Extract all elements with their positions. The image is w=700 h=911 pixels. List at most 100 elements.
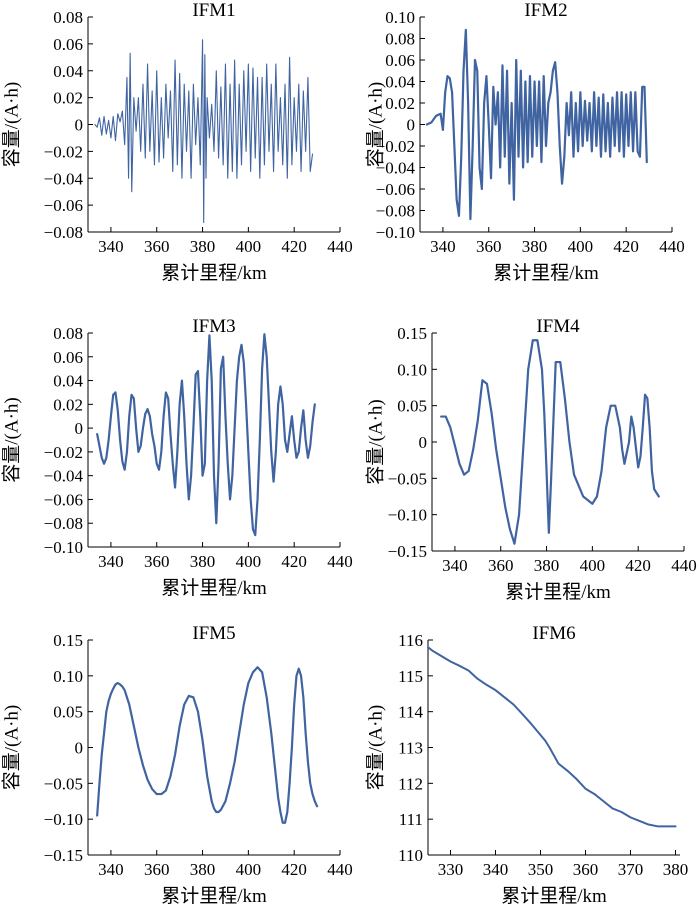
y-tick-label-m0_15: −0.15 [388, 542, 427, 561]
chart-title: IFM6 [532, 623, 575, 644]
y-axis-title: 容量/(A·h) [1, 397, 23, 482]
y-axis-title: 容量/(A·h) [1, 82, 23, 167]
x-tick-label-340: 340 [483, 860, 509, 879]
y-tick-label-m0_04: −0.04 [44, 169, 84, 188]
series-line-ifm5 [96, 666, 319, 824]
chart-title: IFM5 [192, 623, 235, 644]
y-tick-label-0_05: 0.05 [397, 397, 427, 416]
x-tick-label-360: 360 [573, 860, 599, 879]
y-tick-label-0: 0 [407, 116, 416, 135]
x-axis-title: 累计里程/km [501, 885, 607, 907]
y-tick-label-115: 115 [398, 667, 423, 686]
y-tick-label-0_15: 0.15 [397, 324, 427, 343]
x-tick-label-400: 400 [568, 237, 594, 256]
chart-ifm4: 340 360 380 400 420 440 0.15 0.10 0.05 0 −0.05 −0.1… [365, 316, 697, 603]
x-tick-label-400: 400 [580, 556, 606, 575]
y-tick-label-110: 110 [398, 846, 423, 865]
y-tick-label-0_02: 0.02 [385, 94, 415, 113]
y-axis-title: 容量/(A·h) [365, 82, 387, 167]
axes-frame [87, 333, 340, 548]
x-tick-label-380: 380 [190, 552, 216, 571]
x-tick-label-350: 350 [528, 860, 554, 879]
x-tick-label-340: 340 [98, 237, 124, 256]
series-line-ifm3 [96, 333, 316, 537]
x-tick-label-420: 420 [613, 237, 639, 256]
y-tick-label-111: 111 [399, 810, 423, 829]
x-tick-label-370: 370 [618, 860, 644, 879]
y-tick-label-m0_08: −0.08 [376, 202, 415, 221]
y-axis-title: 容量/(A·h) [365, 705, 387, 790]
y-tick-label-116: 116 [398, 631, 423, 650]
y-tick-label-0_1: 0.10 [385, 8, 415, 27]
y-tick-label-0_06: 0.06 [53, 35, 83, 54]
y-tick-label-0_08: 0.08 [385, 30, 415, 49]
y-tick-label-112: 112 [398, 774, 423, 793]
y-tick-label-0_06: 0.06 [385, 51, 415, 70]
x-tick-label-340: 340 [98, 860, 124, 879]
chart-ifm6: 330 340 350 360 370 380 116 115 114 113 112 111 110 I… [365, 623, 689, 907]
y-tick-label-m0_02: −0.02 [376, 137, 415, 156]
y-tick-label-m0_06: −0.06 [376, 180, 415, 199]
chart-ifm5: 340 360 380 400 420 440 0.15 0.10 0.05 0 −0.05 −0.1… [1, 623, 353, 907]
chart-ifm3: 340 360 380 400 420 440 0.08 0.06 0.04 0.02 0 −0.02… [1, 316, 353, 599]
y-tick-label-0_1: 0.10 [397, 360, 427, 379]
y-tick-label-0_02: 0.02 [53, 395, 83, 414]
x-tick-label-420: 420 [281, 860, 307, 879]
x-tick-label-380: 380 [190, 237, 216, 256]
y-axis-title: 容量/(A·h) [1, 705, 23, 790]
x-tick-label-420: 420 [625, 556, 651, 575]
y-tick-label-0: 0 [419, 433, 428, 452]
x-tick-label-400: 400 [236, 860, 262, 879]
x-tick-label-360: 360 [144, 237, 170, 256]
x-tick-label-440: 440 [671, 556, 697, 575]
axes-frame [87, 640, 340, 856]
y-tick-label-m0_08: −0.08 [44, 223, 83, 242]
x-tick-label-360: 360 [476, 237, 502, 256]
axes-frame [431, 333, 684, 552]
chart-title: IFM1 [192, 0, 235, 21]
x-axis-title: 累计里程/km [505, 581, 611, 603]
series-line-ifm6 [427, 646, 677, 828]
y-tick-label-m0_04: −0.04 [376, 159, 416, 178]
y-tick-label-0_02: 0.02 [53, 89, 83, 108]
y-tick-label-m0_1: −0.10 [44, 810, 83, 829]
y-tick-label-0_08: 0.08 [53, 8, 83, 27]
x-tick-label-360: 360 [144, 860, 170, 879]
y-tick-label-m0_1: −0.10 [388, 506, 427, 525]
x-tick-label-340: 340 [430, 237, 456, 256]
y-tick-label-m0_15: −0.15 [44, 846, 83, 865]
y-tick-label-0_05: 0.05 [53, 703, 83, 722]
y-tick-label-m0_05: −0.05 [388, 469, 427, 488]
x-tick-label-420: 420 [281, 552, 307, 571]
y-tick-label-0_15: 0.15 [53, 631, 83, 650]
x-tick-label-380: 380 [534, 556, 560, 575]
y-tick-label-0_1: 0.10 [53, 667, 83, 686]
y-tick-label-0_04: 0.04 [385, 73, 415, 92]
x-tick-label-360: 360 [144, 552, 170, 571]
x-tick-label-440: 440 [659, 237, 685, 256]
y-tick-label-m0_02: −0.02 [44, 142, 83, 161]
y-tick-label-m0_06: −0.06 [44, 490, 83, 509]
y-tick-label-m0_06: −0.06 [44, 196, 83, 215]
chart-ifm1: 340 360 380 400 420 440 0.08 0.06 0.04 0.02 0 −0.02… [1, 0, 353, 284]
y-tick-label-0_04: 0.04 [53, 372, 83, 391]
chart-title: IFM3 [192, 316, 235, 337]
x-axis-title: 累计里程/km [161, 577, 267, 599]
y-tick-label-0: 0 [75, 419, 84, 438]
x-tick-label-400: 400 [236, 552, 262, 571]
y-tick-label-0_04: 0.04 [53, 62, 83, 81]
x-tick-label-340: 340 [442, 556, 468, 575]
series-line-ifm2 [425, 28, 648, 221]
x-axis-title: 累计里程/km [161, 885, 267, 907]
x-tick-label-400: 400 [236, 237, 262, 256]
x-tick-label-420: 420 [281, 237, 307, 256]
y-tick-label-0: 0 [75, 739, 84, 758]
series-line-ifm1 [94, 39, 314, 224]
y-tick-label-m0_1: −0.10 [376, 223, 415, 242]
x-axis-title: 累计里程/km [493, 262, 599, 284]
y-tick-label-0_06: 0.06 [53, 348, 83, 367]
x-tick-label-380: 380 [522, 237, 548, 256]
y-tick-label-m0_04: −0.04 [44, 467, 84, 486]
chart-title: IFM4 [536, 316, 580, 337]
